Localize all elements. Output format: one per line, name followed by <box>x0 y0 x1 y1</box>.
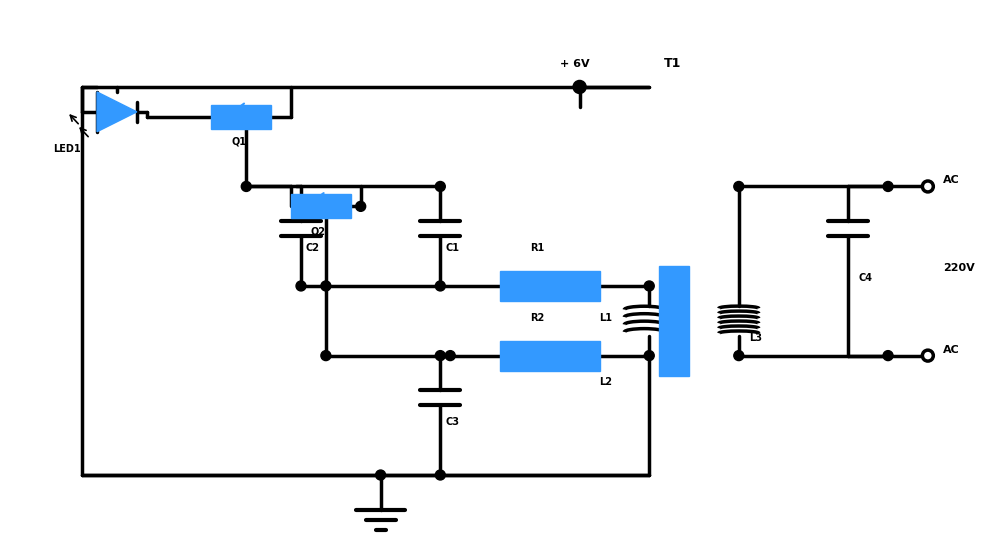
Circle shape <box>922 181 933 192</box>
FancyBboxPatch shape <box>659 266 689 375</box>
Text: AC: AC <box>943 176 960 186</box>
Text: Q2: Q2 <box>311 226 326 236</box>
Circle shape <box>241 181 251 191</box>
Text: R2: R2 <box>530 313 544 323</box>
FancyBboxPatch shape <box>500 271 600 301</box>
Text: T1: T1 <box>664 57 682 70</box>
Circle shape <box>376 470 386 480</box>
Circle shape <box>574 82 585 92</box>
Circle shape <box>435 351 445 361</box>
Text: Q1: Q1 <box>231 137 246 147</box>
Polygon shape <box>97 92 137 132</box>
Text: L2: L2 <box>600 378 613 388</box>
Circle shape <box>321 281 331 291</box>
Text: + 6V: + 6V <box>560 59 589 69</box>
Text: R1: R1 <box>530 243 544 253</box>
Circle shape <box>644 351 654 361</box>
FancyBboxPatch shape <box>211 105 271 129</box>
Circle shape <box>922 350 933 361</box>
Circle shape <box>296 281 306 291</box>
Text: C1: C1 <box>445 243 459 253</box>
Circle shape <box>883 351 893 361</box>
Text: LED1: LED1 <box>53 143 81 153</box>
Text: C2: C2 <box>306 243 320 253</box>
Text: C3: C3 <box>445 417 459 427</box>
Circle shape <box>883 181 893 191</box>
Circle shape <box>435 470 445 480</box>
Text: C4: C4 <box>858 273 872 283</box>
Circle shape <box>356 201 366 211</box>
Circle shape <box>435 181 445 191</box>
Circle shape <box>321 351 331 361</box>
Circle shape <box>644 281 654 291</box>
Circle shape <box>734 351 744 361</box>
Text: 220V: 220V <box>943 263 975 273</box>
Circle shape <box>445 351 455 361</box>
FancyBboxPatch shape <box>500 341 600 370</box>
Circle shape <box>435 281 445 291</box>
Text: L1: L1 <box>600 313 613 323</box>
Circle shape <box>575 82 585 92</box>
Circle shape <box>734 181 744 191</box>
Text: L3: L3 <box>749 332 762 342</box>
FancyBboxPatch shape <box>291 195 351 219</box>
Text: AC: AC <box>943 345 960 355</box>
